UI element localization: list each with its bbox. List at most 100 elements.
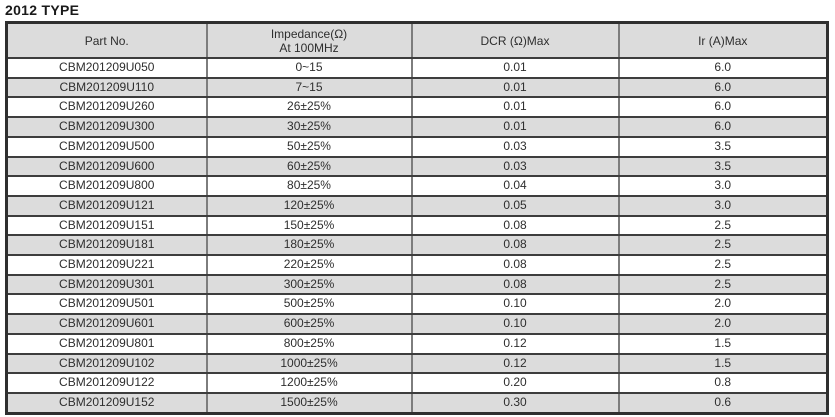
- part-no-cell: CBM201209U260: [5, 96, 208, 119]
- dcr-cell: 0.05: [410, 194, 620, 217]
- dcr-cell: 0.08: [410, 254, 620, 276]
- ir-cell: 2.0: [617, 313, 829, 335]
- table-row: CBM201209U801 800±25% 0.12 1.5: [5, 332, 829, 355]
- dcr-cell: 0.01: [410, 76, 620, 99]
- ir-cell: 3.0: [617, 194, 829, 217]
- ir-cell: 2.5: [617, 234, 829, 257]
- dcr-cell: 0.08: [410, 234, 620, 257]
- table-row: CBM201209U181 180±25% 0.08 2.5: [5, 234, 829, 257]
- dcr-cell: 0.12: [410, 332, 620, 355]
- part-no-cell: CBM201209U152: [5, 391, 208, 415]
- dcr-cell: 0.04: [410, 175, 620, 197]
- part-no-cell: CBM201209U800: [5, 175, 208, 197]
- part-no-cell: CBM201209U181: [5, 234, 208, 257]
- table-row: CBM201209U300 30±25% 0.01 6.0: [5, 116, 829, 138]
- header-ir: Ir (A)Max: [617, 21, 829, 59]
- table-row: CBM201209U500 50±25% 0.03 3.5: [5, 135, 829, 158]
- part-no-cell: CBM201209U121: [5, 194, 208, 217]
- ir-cell: 6.0: [617, 116, 829, 138]
- dcr-cell: 0.08: [410, 273, 620, 296]
- dcr-cell: 0.20: [410, 372, 620, 394]
- dcr-cell: 0.01: [410, 96, 620, 119]
- table-row: CBM201209U152 1500±25% 0.30 0.6: [5, 391, 829, 415]
- dcr-cell: 0.03: [410, 135, 620, 158]
- page-title: 2012 TYPE: [5, 2, 80, 18]
- table-row: CBM201209U260 26±25% 0.01 6.0: [5, 96, 829, 119]
- impedance-cell: 1500±25%: [205, 391, 413, 415]
- part-no-cell: CBM201209U500: [5, 135, 208, 158]
- impedance-cell: 500±25%: [205, 293, 413, 316]
- dcr-cell: 0.01: [410, 116, 620, 138]
- dcr-cell: 0.30: [410, 391, 620, 415]
- ir-cell: 1.5: [617, 352, 829, 375]
- spec-table: Part No. Impedance(Ω) At 100MHz DCR (Ω)M…: [5, 21, 829, 415]
- ir-cell: 2.0: [617, 293, 829, 316]
- ir-cell: 2.5: [617, 254, 829, 276]
- header-dcr: DCR (Ω)Max: [410, 21, 620, 59]
- impedance-cell: 300±25%: [205, 273, 413, 296]
- part-no-cell: CBM201209U050: [5, 57, 208, 79]
- impedance-cell: 220±25%: [205, 254, 413, 276]
- table-row: CBM201209U121 120±25% 0.05 3.0: [5, 194, 829, 217]
- part-no-cell: CBM201209U151: [5, 214, 208, 237]
- dcr-cell: 0.10: [410, 313, 620, 335]
- ir-cell: 3.0: [617, 175, 829, 197]
- ir-cell: 3.5: [617, 155, 829, 178]
- impedance-cell: 80±25%: [205, 175, 413, 197]
- impedance-cell: 7~15: [205, 76, 413, 99]
- table-row: CBM201209U151 150±25% 0.08 2.5: [5, 214, 829, 237]
- ir-cell: 2.5: [617, 214, 829, 237]
- dcr-cell: 0.12: [410, 352, 620, 375]
- impedance-cell: 26±25%: [205, 96, 413, 119]
- table-row: CBM201209U600 60±25% 0.03 3.5: [5, 155, 829, 178]
- table-row: CBM201209U800 80±25% 0.04 3.0: [5, 175, 829, 197]
- part-no-cell: CBM201209U122: [5, 372, 208, 394]
- impedance-cell: 800±25%: [205, 332, 413, 355]
- header-impedance: Impedance(Ω) At 100MHz: [205, 21, 413, 59]
- table-row: CBM201209U501 500±25% 0.10 2.0: [5, 293, 829, 316]
- ir-cell: 1.5: [617, 332, 829, 355]
- dcr-cell: 0.08: [410, 214, 620, 237]
- ir-cell: 2.5: [617, 273, 829, 296]
- table-row: CBM201209U601 600±25% 0.10 2.0: [5, 313, 829, 335]
- ir-cell: 6.0: [617, 76, 829, 99]
- impedance-cell: 1000±25%: [205, 352, 413, 375]
- part-no-cell: CBM201209U221: [5, 254, 208, 276]
- part-no-cell: CBM201209U110: [5, 76, 208, 99]
- impedance-cell: 150±25%: [205, 214, 413, 237]
- part-no-cell: CBM201209U501: [5, 293, 208, 316]
- impedance-cell: 30±25%: [205, 116, 413, 138]
- ir-cell: 0.8: [617, 372, 829, 394]
- part-no-cell: CBM201209U102: [5, 352, 208, 375]
- part-no-cell: CBM201209U600: [5, 155, 208, 178]
- ir-cell: 3.5: [617, 135, 829, 158]
- ir-cell: 6.0: [617, 57, 829, 79]
- impedance-cell: 600±25%: [205, 313, 413, 335]
- impedance-cell: 120±25%: [205, 194, 413, 217]
- part-no-cell: CBM201209U801: [5, 332, 208, 355]
- dcr-cell: 0.10: [410, 293, 620, 316]
- impedance-cell: 0~15: [205, 57, 413, 79]
- ir-cell: 0.6: [617, 391, 829, 415]
- part-no-cell: CBM201209U300: [5, 116, 208, 138]
- table-row: CBM201209U122 1200±25% 0.20 0.8: [5, 372, 829, 394]
- header-part-no: Part No.: [5, 21, 208, 59]
- table-body: CBM201209U050 0~15 0.01 6.0 CBM201209U110 7~1…: [5, 57, 829, 415]
- header-row: Part No. Impedance(Ω) At 100MHz DCR (Ω)M…: [5, 21, 829, 59]
- dcr-cell: 0.03: [410, 155, 620, 178]
- impedance-cell: 50±25%: [205, 135, 413, 158]
- impedance-cell: 180±25%: [205, 234, 413, 257]
- part-no-cell: CBM201209U301: [5, 273, 208, 296]
- table-row: CBM201209U221 220±25% 0.08 2.5: [5, 254, 829, 276]
- impedance-cell: 60±25%: [205, 155, 413, 178]
- ir-cell: 6.0: [617, 96, 829, 119]
- table-row: CBM201209U110 7~15 0.01 6.0: [5, 76, 829, 99]
- dcr-cell: 0.01: [410, 57, 620, 79]
- impedance-cell: 1200±25%: [205, 372, 413, 394]
- table-row: CBM201209U050 0~15 0.01 6.0: [5, 57, 829, 79]
- table-header: Part No. Impedance(Ω) At 100MHz DCR (Ω)M…: [5, 21, 829, 59]
- table-row: CBM201209U301 300±25% 0.08 2.5: [5, 273, 829, 296]
- part-no-cell: CBM201209U601: [5, 313, 208, 335]
- table-row: CBM201209U102 1000±25% 0.12 1.5: [5, 352, 829, 375]
